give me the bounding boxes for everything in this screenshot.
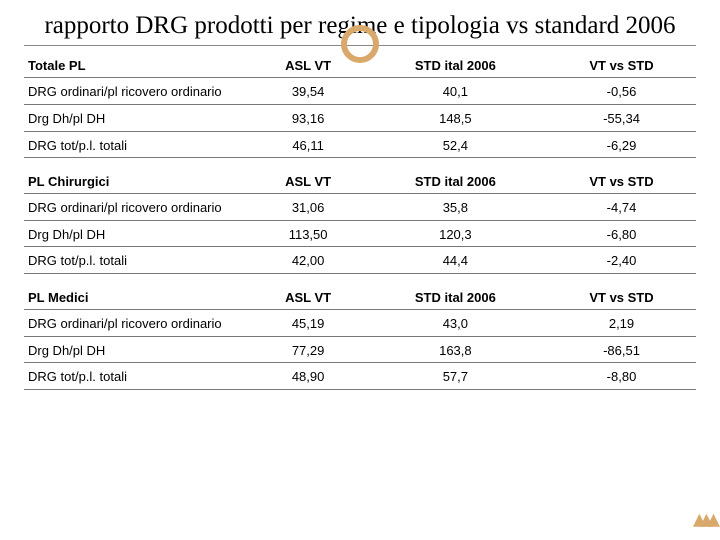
cell-value: 35,8 [364, 194, 547, 221]
row-label: DRG tot/p.l. totali [24, 363, 252, 390]
cell-value: 120,3 [364, 220, 547, 247]
cell-value: -86,51 [547, 336, 696, 363]
row-label: DRG ordinari/pl ricovero ordinario [24, 310, 252, 337]
row-label: DRG tot/p.l. totali [24, 247, 252, 274]
cell-value: 113,50 [252, 220, 363, 247]
table-row: DRG tot/p.l. totali48,9057,7-8,80 [24, 363, 696, 390]
column-header: VT vs STD [547, 168, 696, 194]
cell-value: 52,4 [364, 131, 547, 158]
cell-value: 31,06 [252, 194, 363, 221]
table-row: Drg Dh/pl DH93,16148,5-55,34 [24, 104, 696, 131]
cell-value: 148,5 [364, 104, 547, 131]
column-header: ASL VT [252, 284, 363, 310]
row-label: DRG ordinari/pl ricovero ordinario [24, 78, 252, 105]
table-row: Drg Dh/pl DH77,29163,8-86,51 [24, 336, 696, 363]
column-header: STD ital 2006 [364, 284, 547, 310]
cell-value: 42,00 [252, 247, 363, 274]
cell-value: -55,34 [547, 104, 696, 131]
table-row: DRG ordinari/pl ricovero ordinario39,544… [24, 78, 696, 105]
ring-icon [341, 25, 379, 63]
section-header-row: PL MediciASL VTSTD ital 2006VT vs STD [24, 284, 696, 310]
data-table: Totale PLASL VTSTD ital 2006VT vs STDDRG… [24, 52, 696, 390]
cell-value: -0,56 [547, 78, 696, 105]
table-container: Totale PLASL VTSTD ital 2006VT vs STDDRG… [0, 46, 720, 390]
table-row: DRG ordinari/pl ricovero ordinario45,194… [24, 310, 696, 337]
cell-value: 43,0 [364, 310, 547, 337]
cell-value: 2,19 [547, 310, 696, 337]
cell-value: 48,90 [252, 363, 363, 390]
cell-value: 57,7 [364, 363, 547, 390]
column-header: ASL VT [252, 168, 363, 194]
cell-value: 46,11 [252, 131, 363, 158]
cell-value: 77,29 [252, 336, 363, 363]
column-header: STD ital 2006 [364, 168, 547, 194]
cell-value: 93,16 [252, 104, 363, 131]
cell-value: -6,80 [547, 220, 696, 247]
cell-value: -6,29 [547, 131, 696, 158]
cell-value: -4,74 [547, 194, 696, 221]
section-header-label: Totale PL [24, 52, 252, 78]
table-row: DRG tot/p.l. totali42,0044,4-2,40 [24, 247, 696, 274]
footer-decor-icon: ▴▴▴ [693, 503, 714, 534]
cell-value: -2,40 [547, 247, 696, 274]
row-label: DRG ordinari/pl ricovero ordinario [24, 194, 252, 221]
cell-value: 39,54 [252, 78, 363, 105]
section-header-label: PL Chirurgici [24, 168, 252, 194]
row-label: Drg Dh/pl DH [24, 220, 252, 247]
cell-value: 44,4 [364, 247, 547, 274]
table-row: DRG ordinari/pl ricovero ordinario31,063… [24, 194, 696, 221]
section-header-row: PL ChirurgiciASL VTSTD ital 2006VT vs ST… [24, 168, 696, 194]
row-label: Drg Dh/pl DH [24, 104, 252, 131]
row-label: DRG tot/p.l. totali [24, 131, 252, 158]
row-label: Drg Dh/pl DH [24, 336, 252, 363]
column-header: VT vs STD [547, 52, 696, 78]
table-row: DRG tot/p.l. totali46,1152,4-6,29 [24, 131, 696, 158]
column-header: STD ital 2006 [364, 52, 547, 78]
section-header-label: PL Medici [24, 284, 252, 310]
cell-value: 40,1 [364, 78, 547, 105]
table-row: Drg Dh/pl DH113,50120,3-6,80 [24, 220, 696, 247]
column-header: VT vs STD [547, 284, 696, 310]
cell-value: 45,19 [252, 310, 363, 337]
cell-value: 163,8 [364, 336, 547, 363]
cell-value: -8,80 [547, 363, 696, 390]
title-rule [24, 45, 696, 46]
